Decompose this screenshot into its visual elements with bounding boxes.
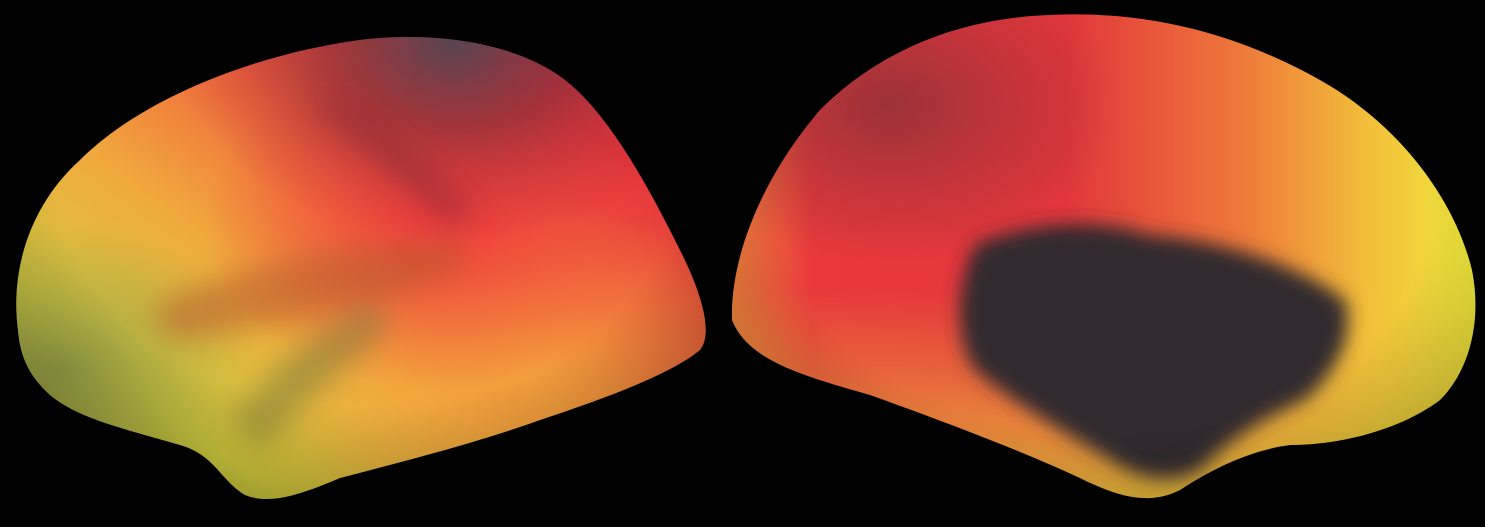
medial-hemisphere-view: [731, 14, 1476, 499]
lateral-hemisphere-view: [16, 36, 706, 499]
